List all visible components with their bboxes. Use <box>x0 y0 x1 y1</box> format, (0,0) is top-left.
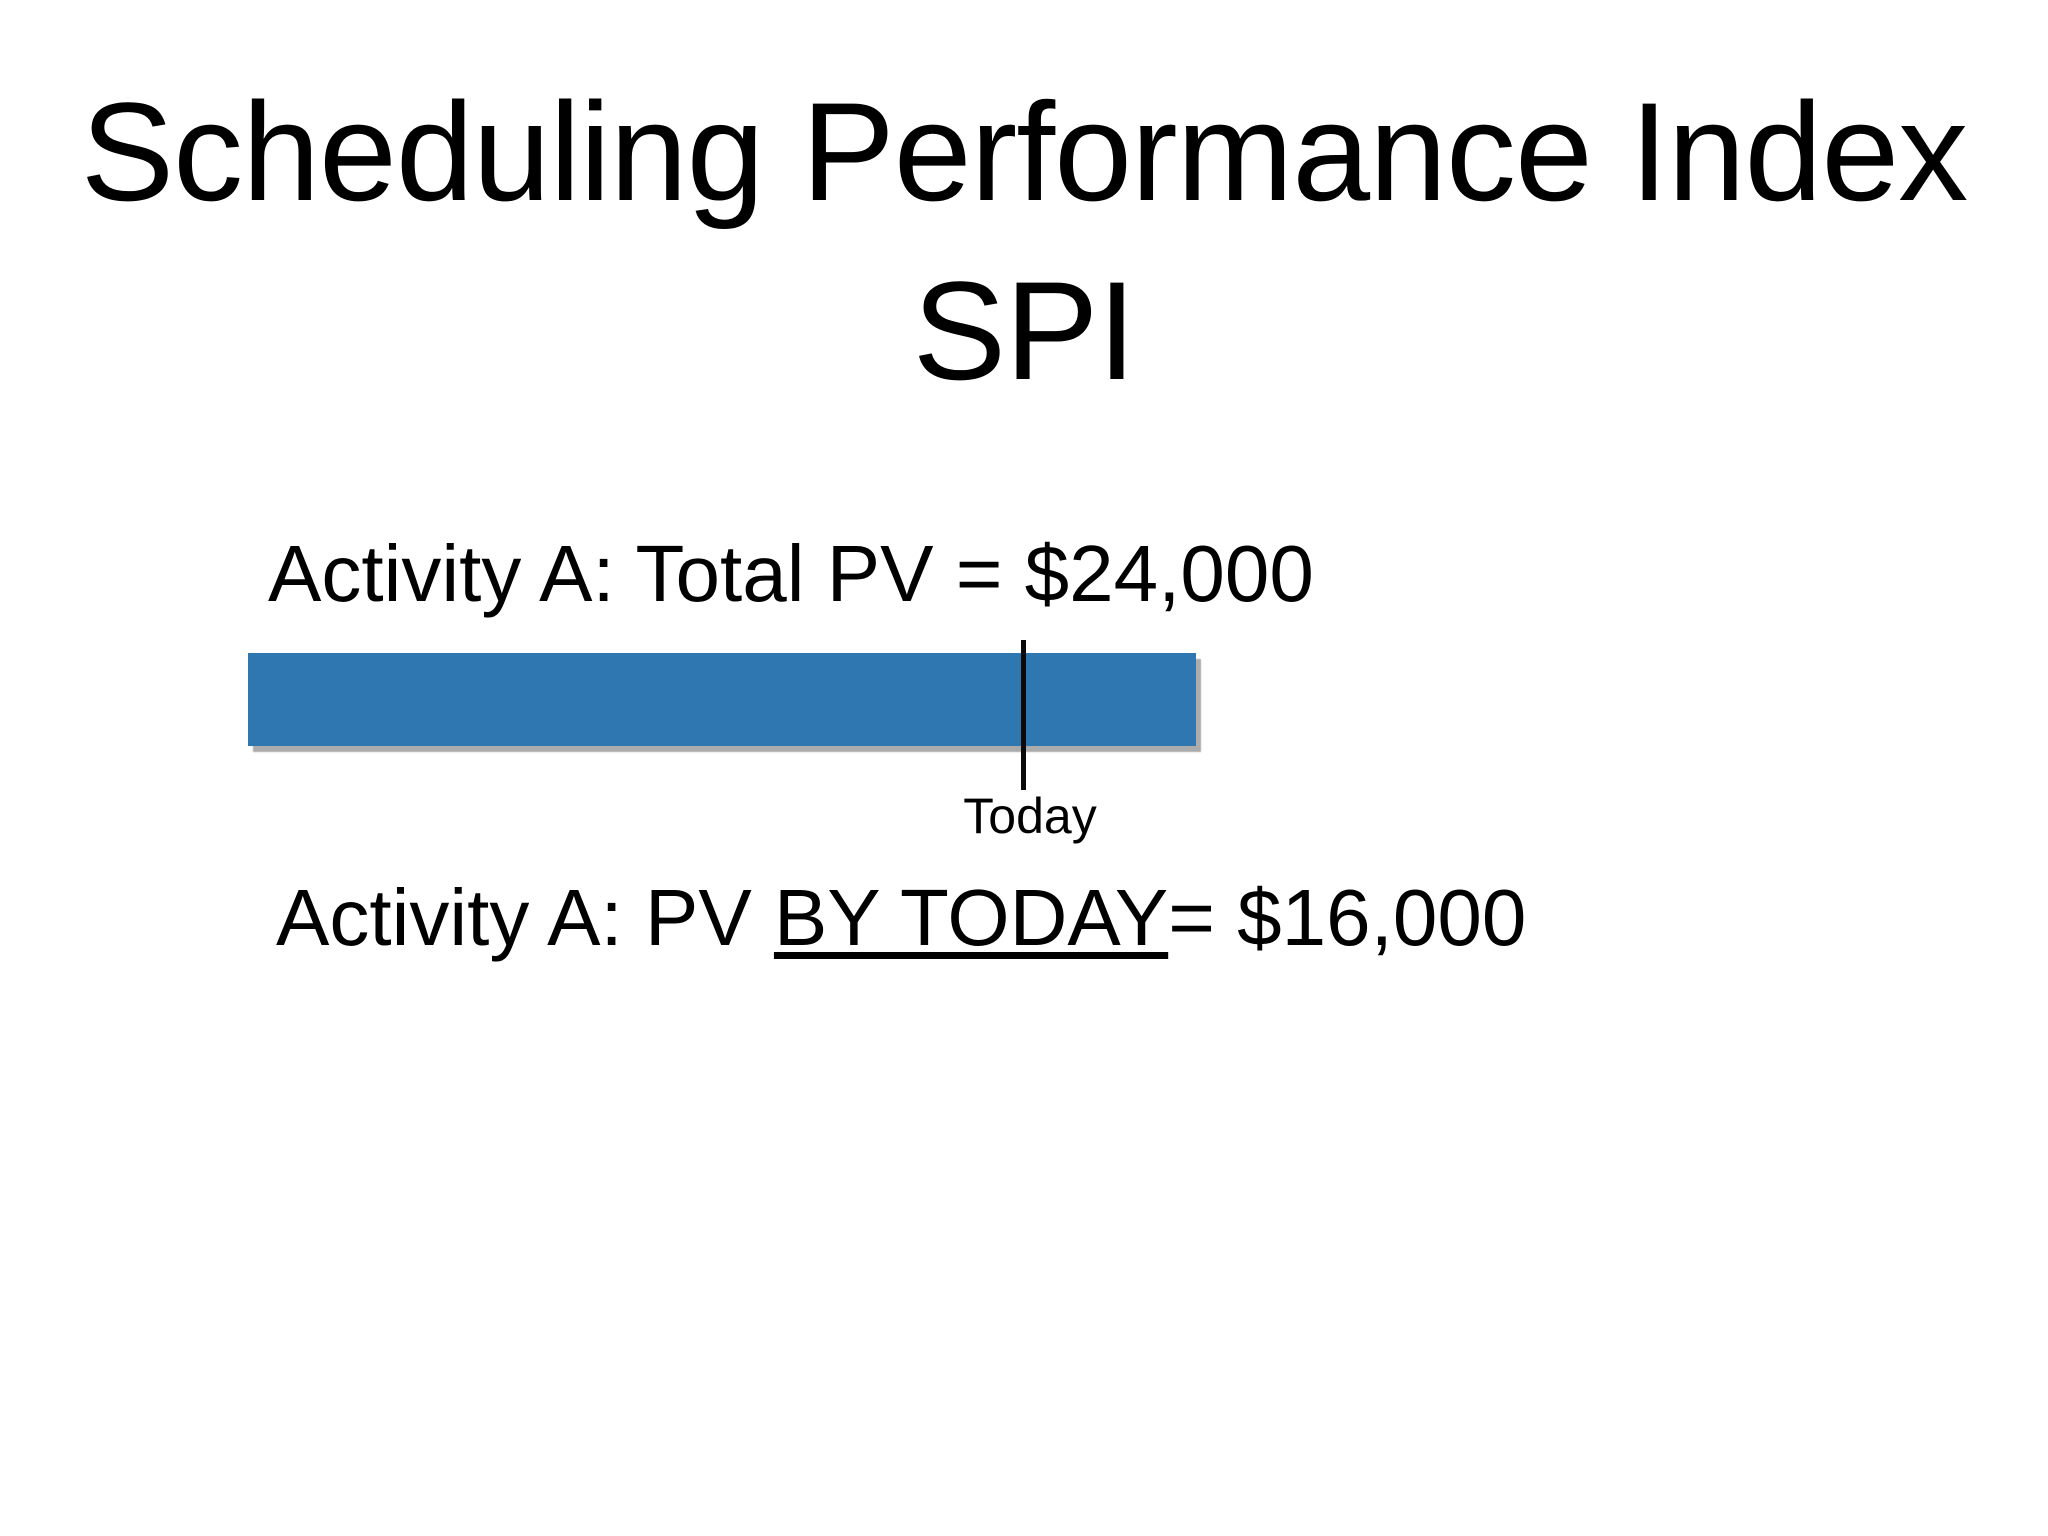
total-pv-bar <box>248 653 1196 746</box>
activity-total-pv-label: Activity A: Total PV = $24,000 <box>268 529 1314 618</box>
today-marker-line <box>1021 640 1026 790</box>
today-label: Today <box>963 788 1097 844</box>
slide-title-line-1: Scheduling Performance Index <box>80 73 1968 230</box>
activity-pv-by-today-label: Activity A: PV BY TODAY= $16,000 <box>276 878 1526 958</box>
slide-title-line-2: SPI <box>912 252 1137 409</box>
activity-pv-by-today-prefix: Activity A: PV <box>276 873 774 962</box>
by-today-underlined-text: BY TODAY <box>773 873 1169 962</box>
activity-pv-by-today-suffix: = $16,000 <box>1168 873 1527 962</box>
